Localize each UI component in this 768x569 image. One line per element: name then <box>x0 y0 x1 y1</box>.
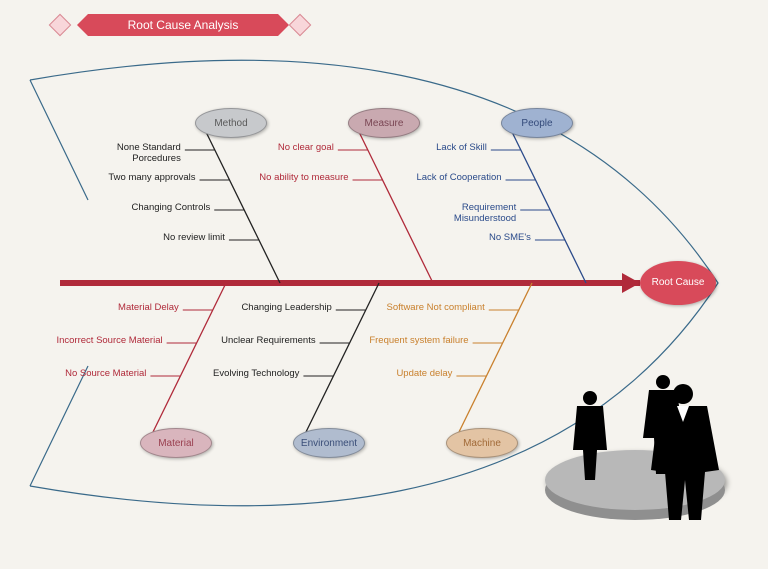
category-people: People <box>501 108 573 138</box>
cause-label: No SME's <box>421 233 531 244</box>
cause-label: Frequent system failure <box>359 336 469 347</box>
cause-label: Changing Controls <box>100 203 210 214</box>
cause-label: Software Not compliant <box>375 303 485 314</box>
cause-label: Lack of Skill <box>377 143 487 154</box>
cause-label: Incorrect Source Material <box>53 336 163 347</box>
cause-label: Two many approvals <box>86 173 196 184</box>
root-cause-head: Root Cause <box>640 261 716 305</box>
cause-label: No review limit <box>115 233 225 244</box>
category-machine: Machine <box>446 428 518 458</box>
cause-label: Update delay <box>342 369 452 380</box>
cause-label: None Standard Porcedures <box>71 143 181 165</box>
cause-label: No clear goal <box>224 143 334 154</box>
cause-label: Material Delay <box>69 303 179 314</box>
people-silhouette-icon <box>555 370 735 530</box>
cause-label: Changing Leadership <box>222 303 332 314</box>
cause-label: Unclear Requirements <box>206 336 316 347</box>
cause-label: No ability to measure <box>239 173 349 184</box>
cause-label: Requirement Misunderstood <box>406 203 516 225</box>
category-environment: Environment <box>293 428 365 458</box>
cause-label: Evolving Technology <box>189 369 299 380</box>
root-cause-label: Root Cause <box>652 277 705 289</box>
cause-label: No Source Material <box>36 369 146 380</box>
cause-label: Lack of Cooperation <box>392 173 502 184</box>
category-measure: Measure <box>348 108 420 138</box>
category-material: Material <box>140 428 212 458</box>
category-method: Method <box>195 108 267 138</box>
